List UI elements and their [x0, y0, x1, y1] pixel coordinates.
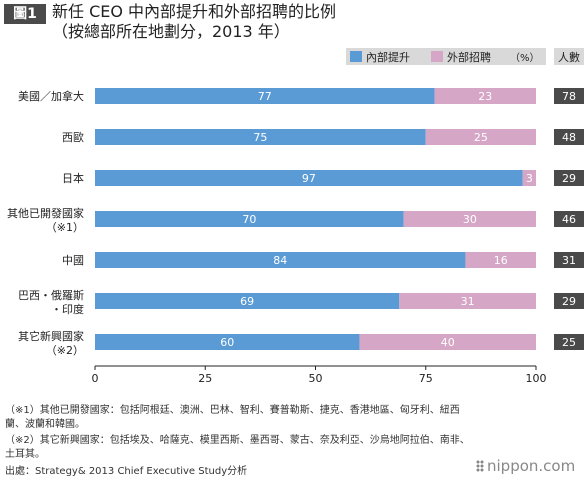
category-sublabel: （※1） [46, 221, 84, 234]
bar-external [522, 170, 536, 186]
data-label-external: 25 [474, 131, 488, 144]
count-box [554, 211, 584, 227]
category-label: 西歐 [62, 130, 84, 144]
data-label-external: 40 [441, 336, 455, 349]
x-tick-label: 75 [419, 372, 433, 385]
data-label-external: 30 [463, 213, 477, 226]
bar-internal [95, 334, 360, 350]
count-boxes: 78 48 29 46 31 29 25 [554, 88, 584, 350]
chart-title-line2: （按總部所在地劃分，2013 年） [52, 22, 290, 41]
count-header-box [554, 48, 584, 65]
count-value: 48 [562, 131, 576, 144]
data-label-internal: 70 [242, 213, 256, 226]
count-value: 25 [562, 336, 576, 349]
data-label-internal: 77 [258, 90, 272, 103]
bar-external [359, 334, 536, 350]
count-header: 人數 [554, 48, 584, 65]
count-header-label: 人數 [558, 51, 580, 64]
stacked-bar-chart: 內部提升 外部招聘 （%） 人數 77 23 75 25 97 3 70 30 84 16 69 31… [7, 48, 584, 385]
legend-label-internal: 內部提升 [366, 50, 410, 64]
chart-title: 新任 CEO 中內部提升和外部招聘的比例 （按總部所在地劃分，2013 年） [52, 2, 336, 42]
brand-text: nippon.com [487, 457, 576, 475]
category-label: 日本 [62, 171, 84, 185]
data-label-internal: 84 [273, 254, 287, 267]
bar-external [403, 211, 536, 227]
footnote-1: （※1）其他已開發國家：包括阿根廷、澳洲、巴林、智利、賽普勒斯、捷克、香港地區、… [5, 405, 460, 430]
bars-layer: 77 23 75 25 97 3 70 30 84 16 69 31 60 40 [95, 88, 536, 350]
brand-logo: nippon.com [476, 457, 575, 475]
count-value: 29 [562, 295, 576, 308]
count-value: 78 [562, 90, 576, 103]
category-label: 中國 [62, 254, 84, 267]
x-tick-label: 25 [198, 372, 212, 385]
x-tick-label: 0 [92, 372, 99, 385]
bar-internal [95, 129, 426, 145]
count-box [554, 293, 584, 309]
category-label: 美國／加拿大 [18, 89, 84, 103]
chart-title-line1: 新任 CEO 中內部提升和外部招聘的比例 [52, 2, 337, 21]
bar-internal [95, 252, 466, 268]
figure-badge: 圖1 [4, 4, 46, 24]
category-label: 其他已開發國家 [7, 206, 84, 220]
count-box [554, 170, 584, 186]
count-value: 31 [562, 254, 576, 267]
data-label-external: 3 [526, 172, 533, 185]
bar-internal [95, 293, 400, 309]
legend-swatch-internal [350, 51, 362, 62]
bar-external [434, 88, 536, 104]
legend-box [346, 48, 546, 65]
dots-icon [476, 460, 484, 472]
bar-internal [95, 211, 404, 227]
count-box [554, 334, 584, 350]
bar-external [465, 252, 536, 268]
bar-internal [95, 88, 435, 104]
data-label-external: 23 [478, 90, 492, 103]
category-sublabel: ・印度 [51, 302, 84, 316]
category-label: 巴西・俄羅斯 [18, 289, 84, 302]
legend-unit: （%） [510, 52, 540, 64]
legend: 內部提升 外部招聘 （%） [346, 48, 546, 65]
count-value: 29 [562, 172, 576, 185]
data-label-internal: 97 [302, 172, 316, 185]
source-note: 出處：Strategy& 2013 Chief Executive Study分… [5, 466, 248, 477]
data-label-external: 16 [494, 254, 508, 267]
x-axis: 0 25 50 75 100 [92, 365, 547, 385]
legend-label-external: 外部招聘 [447, 50, 491, 64]
count-value: 46 [562, 213, 576, 226]
x-tick-label: 100 [526, 372, 547, 385]
footnote-2: （※2）其它新興國家：包括埃及、哈薩克、模里西斯、墨西哥、蒙古、奈及利亞、沙烏地… [5, 435, 470, 460]
bar-external [425, 129, 536, 145]
data-label-internal: 60 [220, 336, 234, 349]
data-label-external: 31 [461, 295, 475, 308]
count-box [554, 252, 584, 268]
count-box [554, 88, 584, 104]
x-tick-label: 50 [309, 372, 323, 385]
count-box [554, 129, 584, 145]
bar-external [399, 293, 536, 309]
category-label: 其它新興國家 [18, 329, 84, 343]
bar-internal [95, 170, 523, 186]
legend-swatch-external [431, 51, 443, 62]
data-label-internal: 69 [240, 295, 254, 308]
data-label-internal: 75 [253, 131, 267, 144]
category-sublabel: （※2） [46, 344, 84, 357]
